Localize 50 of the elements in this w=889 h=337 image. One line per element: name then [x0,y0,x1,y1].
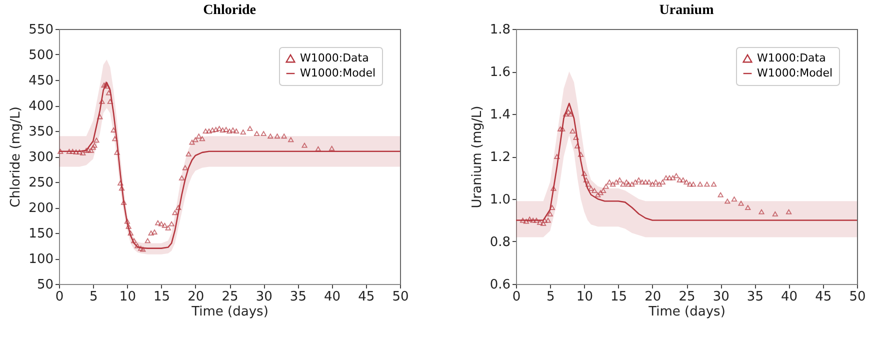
x-tick-label: 45 [358,290,375,304]
y-tick-label: 1.8 [490,22,510,38]
x-tick-label: 5 [89,290,98,304]
x-tick-label: 15 [610,290,628,304]
x-tick-label: 0 [55,290,64,304]
y-tick-label: 0.6 [490,278,510,292]
y-tick-label: 500 [28,48,54,63]
x-tick-label: 35 [290,290,306,304]
y-tick-label: 1.2 [490,150,510,165]
legend-label: W1000:Data [300,52,369,64]
y-tick-label: 550 [28,22,54,38]
y-axis-title: Chloride (mg/L) [8,106,24,208]
y-tick-label: 150 [28,226,54,242]
x-tick-label: 10 [576,290,593,304]
y-tick-label: 250 [28,176,54,190]
legend-label: W1000:Data [757,52,826,64]
y-tick-label: 100 [28,252,54,267]
y-tick-label: 1.4 [490,108,510,122]
x-tick-label: 40 [324,290,341,304]
y-tick-label: 350 [28,124,54,140]
x-axis-title: Time (days) [190,304,268,320]
y-tick-label: 450 [28,74,54,88]
x-tick-label: 25 [222,290,238,304]
y-tick-label: 0.8 [490,235,510,250]
x-tick-label: 35 [746,290,764,304]
x-tick-label: 40 [781,290,798,304]
x-tick-label: 50 [392,290,409,304]
y-tick-label: 1.6 [490,65,510,80]
x-tick-label: 45 [815,290,832,304]
x-tick-label: 20 [644,290,662,304]
y-tick-label: 50 [36,278,54,292]
x-tick-label: 30 [256,290,272,304]
chart-title: Chloride [203,3,256,18]
x-tick-label: 10 [119,290,136,304]
x-tick-label: 20 [188,290,204,304]
y-tick-label: 300 [28,150,54,165]
y-tick-label: 400 [28,99,54,114]
x-tick-label: 0 [512,290,521,304]
y-axis-title: Uranium (mg/L) [470,106,485,208]
y-tick-label: 1.0 [490,192,510,208]
x-tick-label: 5 [546,290,555,304]
x-tick-label: 50 [849,290,866,304]
legend-label: W1000:Model [757,66,833,80]
chart-title: Uranium [659,3,714,18]
x-tick-label: 30 [712,290,730,304]
legend-label: W1000:Model [300,66,376,80]
y-tick-label: 200 [28,201,54,216]
x-tick-label: 25 [678,290,696,304]
x-tick-label: 15 [154,290,170,304]
x-axis-title: Time (days) [648,304,726,320]
